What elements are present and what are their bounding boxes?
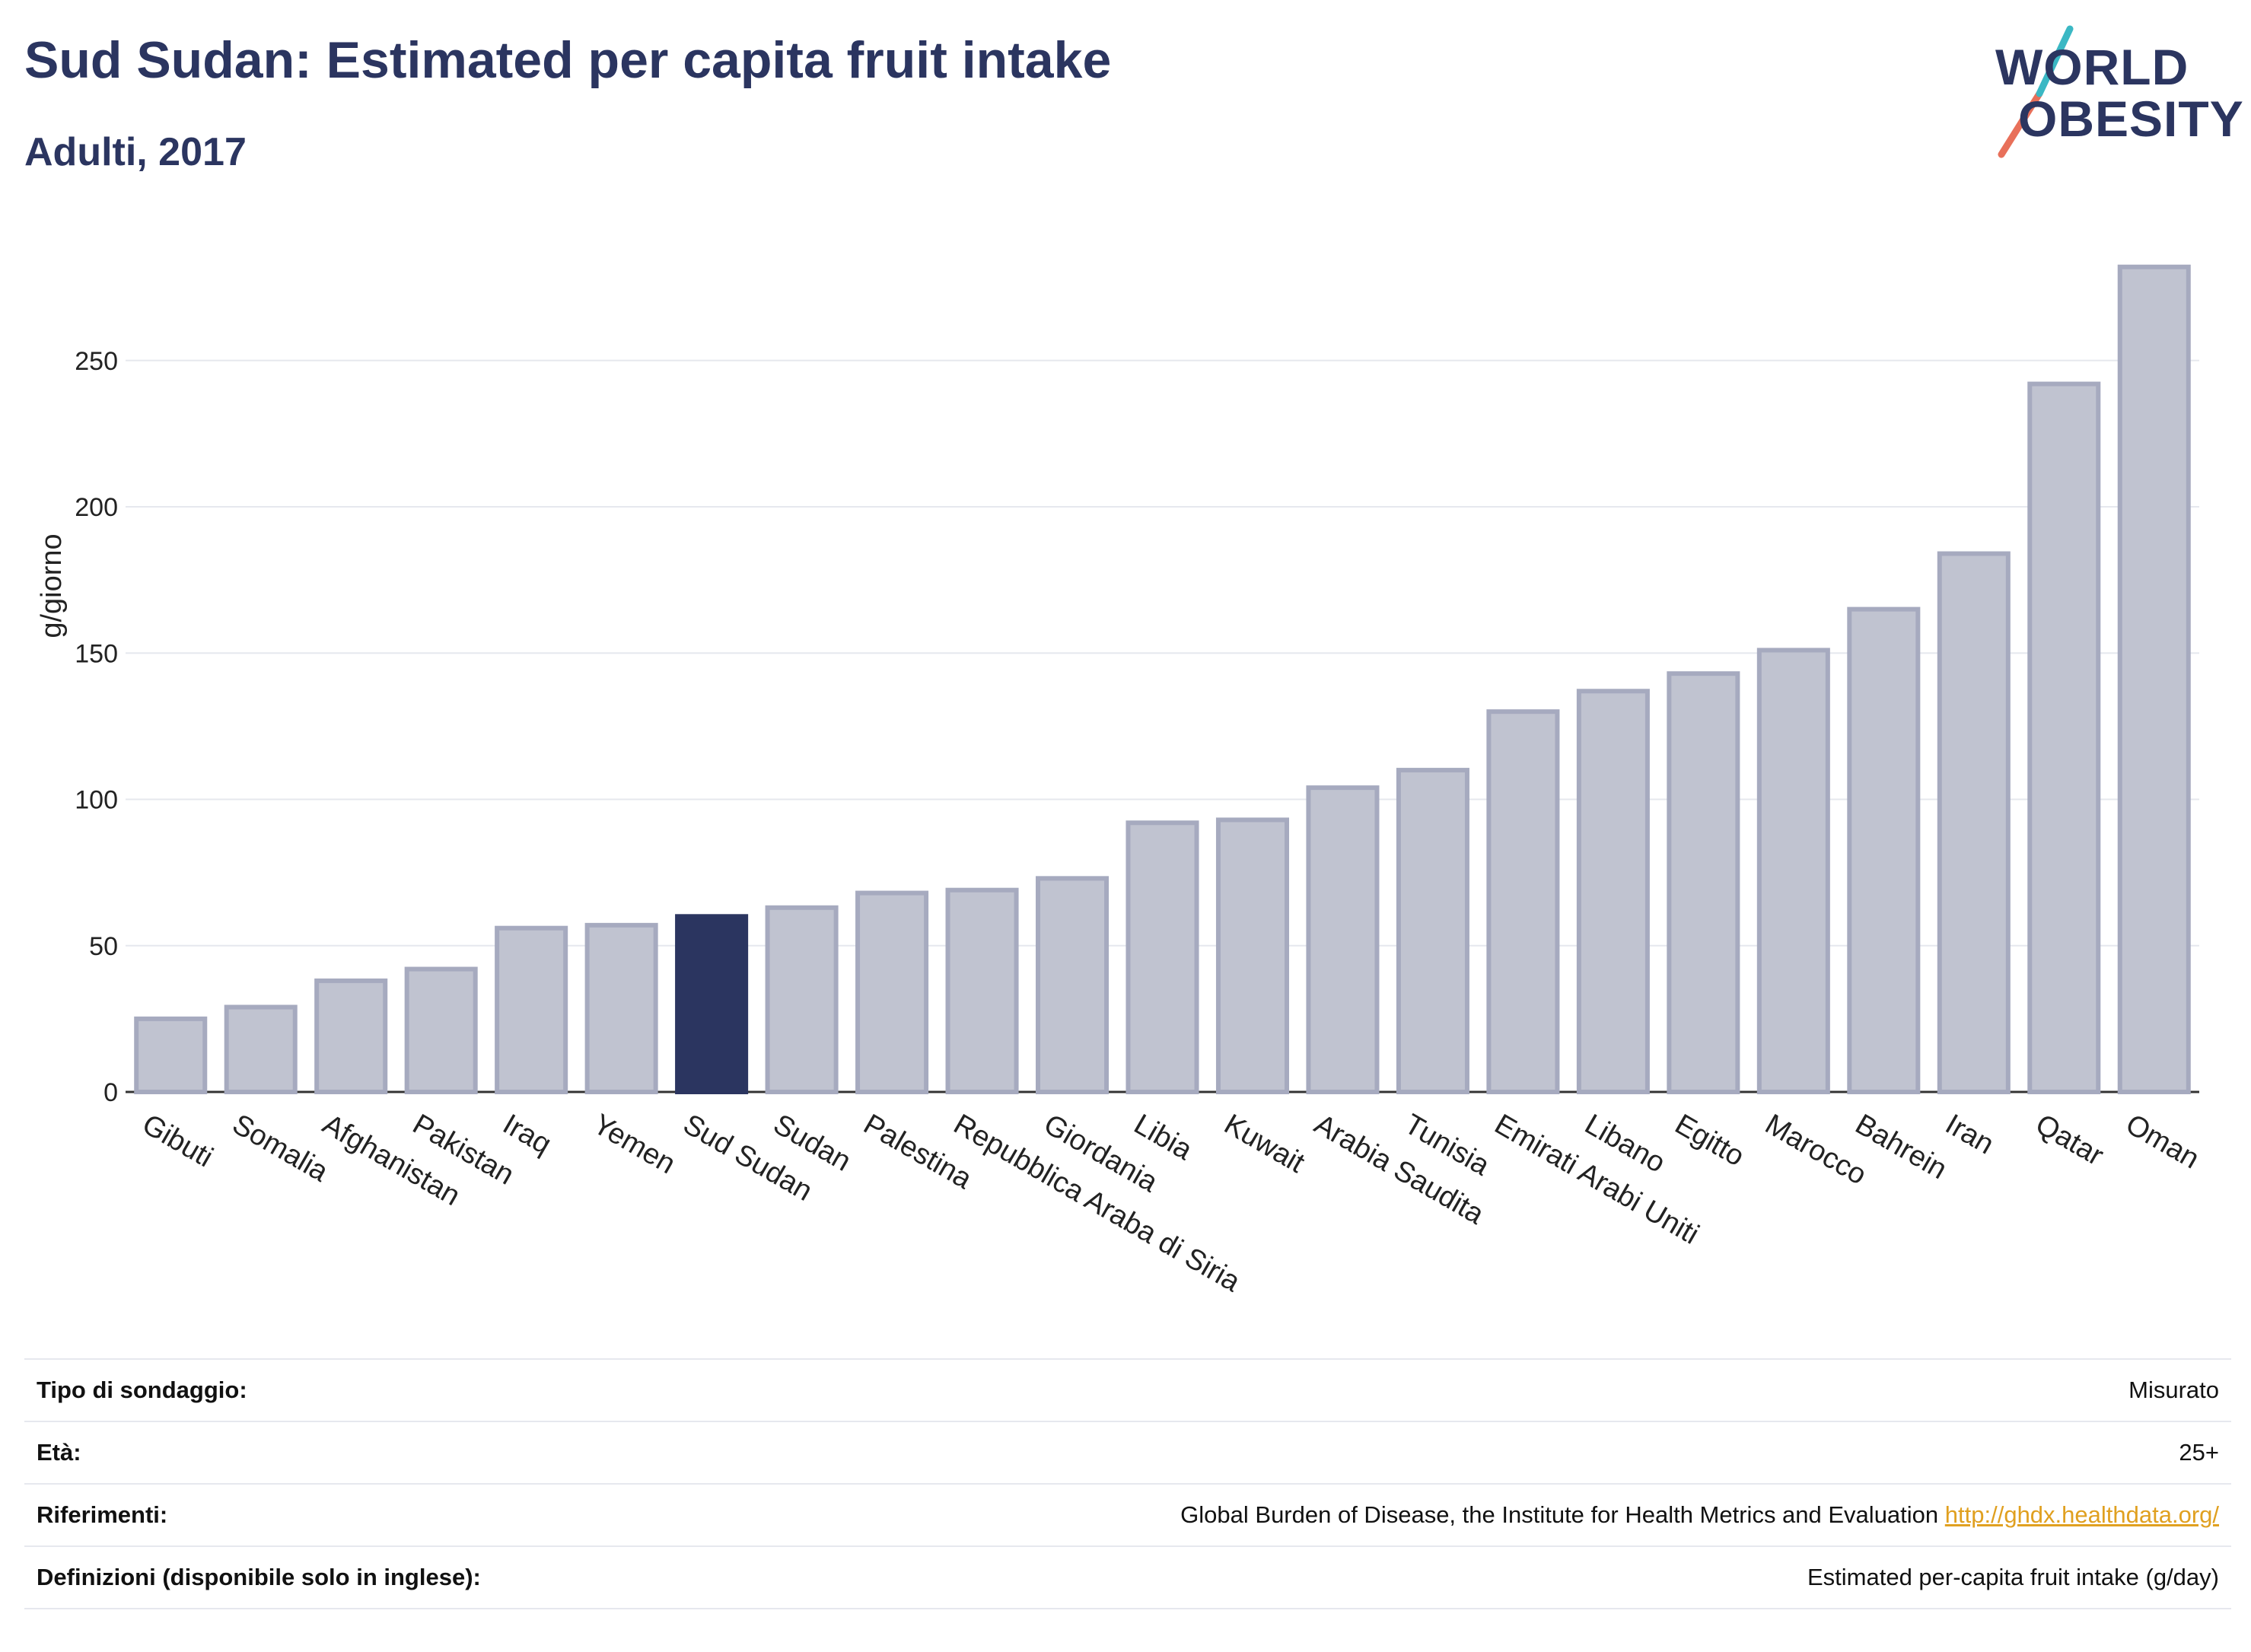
x-tick-label: Qatar xyxy=(2030,1108,2109,1172)
y-tick-label: 0 xyxy=(103,1078,118,1107)
y-tick-label: 50 xyxy=(89,932,118,961)
bar xyxy=(1396,768,1469,1094)
y-tick-label: 100 xyxy=(75,786,118,815)
bar xyxy=(855,890,929,1094)
x-tick-label: Egitto xyxy=(1670,1108,1750,1173)
info-label: Tipo di sondaggio: xyxy=(37,1377,247,1403)
x-tick-label: Iran xyxy=(1940,1108,1999,1160)
info-row-survey-type: Tipo di sondaggio: Misurato xyxy=(24,1360,2231,1422)
reference-link[interactable]: http://ghdx.healthdata.org/ xyxy=(1944,1501,2219,1528)
x-tick-label: Kuwait xyxy=(1218,1108,1310,1179)
bar xyxy=(1486,709,1560,1094)
x-tick-label: Yemen xyxy=(587,1108,680,1180)
y-tick-label: 150 xyxy=(75,639,118,668)
info-value: 25+ xyxy=(2179,1439,2219,1466)
x-tick-label: Somalia xyxy=(227,1108,334,1188)
x-tick-label: Gibuti xyxy=(137,1108,218,1173)
bar xyxy=(404,966,478,1094)
bar xyxy=(1576,689,1650,1094)
info-label: Età: xyxy=(37,1439,81,1466)
bar xyxy=(1756,648,1830,1094)
bar xyxy=(1667,671,1740,1094)
y-tick-label: 200 xyxy=(75,493,118,522)
info-row-references: Riferimenti: Global Burden of Disease, t… xyxy=(24,1485,2231,1547)
y-tick-label: 250 xyxy=(75,347,118,376)
info-value: Estimated per-capita fruit intake (g/day… xyxy=(1807,1564,2219,1590)
info-value: Global Burden of Disease, the Institute … xyxy=(1180,1501,2219,1529)
info-label: Riferimenti: xyxy=(37,1501,168,1528)
y-axis-label: g/giorno xyxy=(36,533,68,638)
x-tick-label: Marocco xyxy=(1759,1108,1871,1191)
x-tick-label: Oman xyxy=(2120,1108,2205,1175)
bar xyxy=(314,978,388,1095)
info-row-age: Età: 25+ xyxy=(24,1422,2231,1485)
bar xyxy=(1306,785,1380,1094)
chart-subtitle: Adulti, 2017 xyxy=(24,130,247,174)
world-obesity-logo: WORLD OBESITY xyxy=(1986,21,2243,158)
logo-line-2: OBESITY xyxy=(2018,91,2244,147)
bar xyxy=(1215,817,1290,1094)
bar xyxy=(134,1016,208,1094)
info-label: Definizioni (disponibile solo in inglese… xyxy=(37,1564,481,1590)
x-tick-label: Iraq xyxy=(498,1108,557,1160)
bar xyxy=(584,922,658,1095)
logo-line-1: WORLD xyxy=(1995,39,2189,95)
bar xyxy=(945,887,1019,1094)
info-row-definitions: Definizioni (disponibile solo in inglese… xyxy=(24,1547,2231,1609)
chart-title: Sud Sudan: Estimated per capita fruit in… xyxy=(24,31,1112,89)
bar xyxy=(224,1004,298,1094)
info-value: Misurato xyxy=(2128,1377,2219,1403)
info-table: Tipo di sondaggio: Misurato Età: 25+ Rif… xyxy=(24,1358,2231,1609)
bar xyxy=(765,905,839,1095)
bar xyxy=(495,925,568,1094)
bar xyxy=(1126,820,1199,1095)
reference-text: Global Burden of Disease, the Institute … xyxy=(1180,1501,1939,1528)
bar xyxy=(2117,264,2191,1094)
bar xyxy=(1847,606,1921,1094)
bar xyxy=(1937,551,2011,1095)
bar xyxy=(1036,876,1110,1094)
bar-highlighted xyxy=(675,914,749,1095)
bar xyxy=(2027,381,2101,1095)
